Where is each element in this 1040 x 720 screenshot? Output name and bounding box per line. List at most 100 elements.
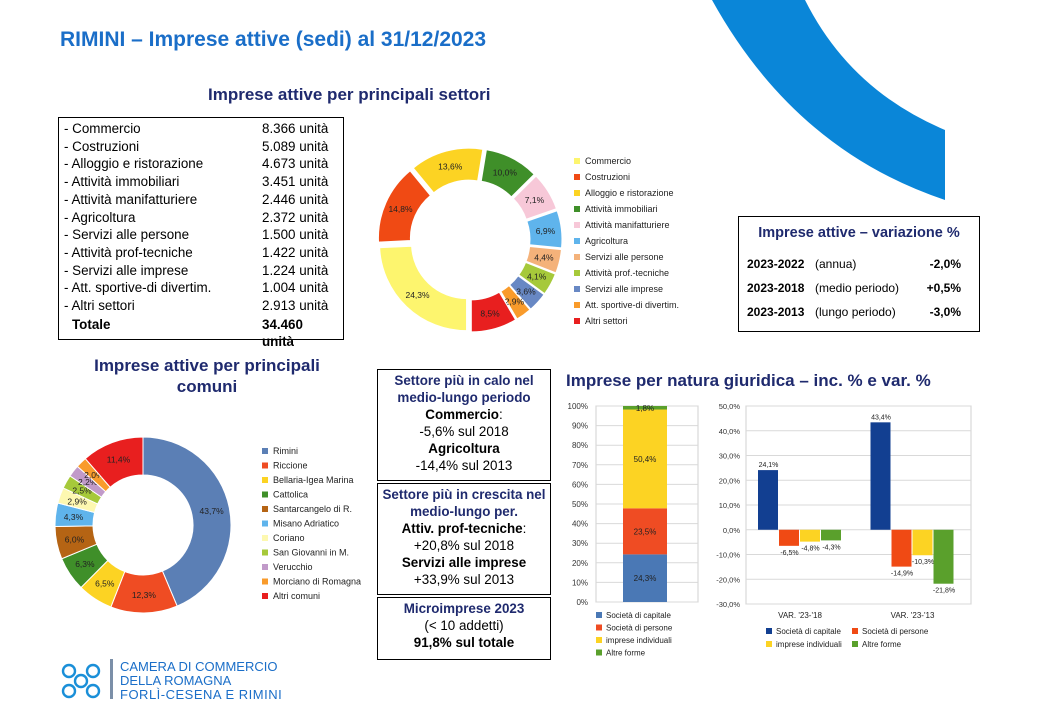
calo-sector2-name: Agricoltura <box>428 441 500 456</box>
logo-divider <box>110 659 113 699</box>
micro-box: Microimprese 2023 (< 10 addetti) 91,8% s… <box>377 597 551 660</box>
legend-label: Altre forme <box>606 649 646 658</box>
variation-desc: (annua) <box>815 257 857 271</box>
y-tick-label: 10% <box>572 578 588 587</box>
logo-text: CAMERA DI COMMERCIO DELLA ROMAGNA FORLÌ-… <box>120 660 282 702</box>
micro-title: Microimprese 2023 <box>403 601 525 616</box>
sector-value: 5.089 unità <box>262 138 329 154</box>
slice-label: 14,8% <box>388 204 413 214</box>
donut-slice <box>500 284 531 320</box>
chamber-logo-icon <box>61 663 101 699</box>
x-category-label: VAR. '23-'18 <box>778 611 822 620</box>
legend-label: Attività prof.-tecniche <box>585 268 669 278</box>
legend-swatch <box>262 578 268 585</box>
legend-label: Bellaria-Igea Marina <box>273 475 354 485</box>
y-tick-label: -10,0% <box>716 551 740 560</box>
legend-label: Commercio <box>585 156 631 166</box>
legend-swatch <box>574 254 580 260</box>
legend-label: Rimini <box>273 446 298 456</box>
crescita-box: Settore più in crescita nel medio-lungo … <box>377 483 551 595</box>
sector-name: - Servizi alle persone <box>64 227 190 243</box>
y-tick-label: -20,0% <box>716 575 740 584</box>
sector-total-row: Totale 34.460 unità <box>64 316 337 350</box>
legend-swatch <box>262 535 268 541</box>
variation-value: -3,0% <box>929 305 961 319</box>
sector-row: - Altri settori 2.913 unità <box>64 297 337 315</box>
sector-name: - Agricoltura <box>64 209 136 225</box>
donut-slice <box>470 291 517 333</box>
sector-value: 1.224 unità <box>262 262 329 278</box>
legend-swatch <box>852 641 858 647</box>
legend-label: Società di persone <box>862 627 929 636</box>
legend-label: Altri comuni <box>273 591 320 601</box>
decorative-arc <box>712 0 945 200</box>
y-tick-label: 0,0% <box>723 526 740 535</box>
sector-value: 2.446 unità <box>262 191 329 207</box>
legend-swatch <box>574 286 580 292</box>
legend-swatch <box>574 238 580 244</box>
sector-row: - Alloggio e ristorazione 4.673 unità <box>64 155 337 173</box>
donut-slice <box>412 147 484 194</box>
sector-name: - Costruzioni <box>64 138 140 154</box>
legend-label: Attività manifatturiere <box>585 220 670 230</box>
slice-label: 3,6% <box>516 286 536 296</box>
donut-slice <box>509 275 545 310</box>
logo-line3: FORLÌ-CESENA E RIMINI <box>120 687 283 702</box>
slice-label: 2,9% <box>67 496 87 506</box>
slice-label: 4,4% <box>534 253 554 263</box>
y-tick-label: 50% <box>572 500 588 509</box>
micro-value: 91,8% sul totale <box>413 635 515 650</box>
y-tick-label: 40% <box>572 520 588 529</box>
legend-swatch <box>852 628 858 634</box>
page-title: RIMINI – Imprese attive (sedi) al 31/12/… <box>60 28 487 51</box>
slice-label: 4,3% <box>64 512 84 522</box>
legend-label: Servizi alle imprese <box>585 284 663 294</box>
bar-value-label: -4,8% <box>801 546 819 553</box>
slice-label: 12,3% <box>132 590 157 600</box>
slice-label: 10,0% <box>493 167 518 177</box>
slice-label: 4,1% <box>527 272 547 282</box>
slice-label: 6,0% <box>65 534 85 544</box>
sector-value: 1.500 unità <box>262 227 329 243</box>
sector-row: - Agricoltura 2.372 unità <box>64 209 337 227</box>
sector-name: - Servizi alle imprese <box>64 262 189 278</box>
legend-swatch <box>262 593 268 599</box>
legend-swatch <box>262 520 268 527</box>
crescita-sector2-value: +33,9% sul 2013 <box>413 572 515 587</box>
legend-swatch <box>574 158 580 164</box>
micro-sub: (< 10 addetti) <box>424 618 504 633</box>
legend-label: Alloggio e ristorazione <box>585 188 674 198</box>
sector-value: 3.451 unità <box>262 174 329 190</box>
total-value: 34.460 unità <box>262 316 303 350</box>
legend-swatch <box>262 491 268 498</box>
legend-label: Società di capitale <box>606 611 671 620</box>
bar-value-label: -6,5% <box>780 550 798 557</box>
legend-swatch <box>262 549 268 556</box>
comuni-donut-chart: 43,7% 12,3% 6,5%6,3% 6,0% 4,3% 2,9%2,5%2,2%2,… <box>55 436 361 614</box>
legend-label: Verucchio <box>273 562 313 572</box>
y-tick-label: 30% <box>572 539 588 548</box>
legend-swatch <box>596 612 602 618</box>
sector-row: - Commercio 8.366 unità <box>64 120 337 138</box>
segment-label: 50,4% <box>634 455 657 464</box>
bar-value-label: -10,3% <box>912 559 934 566</box>
segment-label: 1,8% <box>636 404 654 413</box>
crescita-sector1-value: +20,8% sul 2018 <box>413 538 515 553</box>
bar-value-label: 43,4% <box>871 414 891 421</box>
sector-row: - Attività manifatturiere 2.446 unità <box>64 191 337 209</box>
legend-swatch <box>766 628 772 634</box>
sector-value: 1.004 unità <box>262 280 329 296</box>
sector-row: - Servizi alle persone 1.500 unità <box>64 226 337 244</box>
legend-swatch <box>574 222 580 228</box>
calo-sector1-value: -5,6% sul 2018 <box>419 424 509 439</box>
calo-sector2-value: -14,4% sul 2013 <box>415 458 513 473</box>
bar-value-label: 24,1% <box>759 462 779 469</box>
legend-label: Riccione <box>273 461 308 471</box>
sector-row: - Attività immobiliari 3.451 unità <box>64 173 337 191</box>
variation-bar <box>870 422 891 530</box>
crescita-sector1-colon: : <box>522 521 527 536</box>
variation-period: 2023-2013 <box>747 305 805 319</box>
sectors-donut-chart: 24,3% 14,8% 13,6% 10,0% 7,1% 6,9% 4,4% 4,1% 3,6%… <box>377 147 679 333</box>
legend-swatch <box>262 506 268 512</box>
donut-slice <box>480 149 535 198</box>
